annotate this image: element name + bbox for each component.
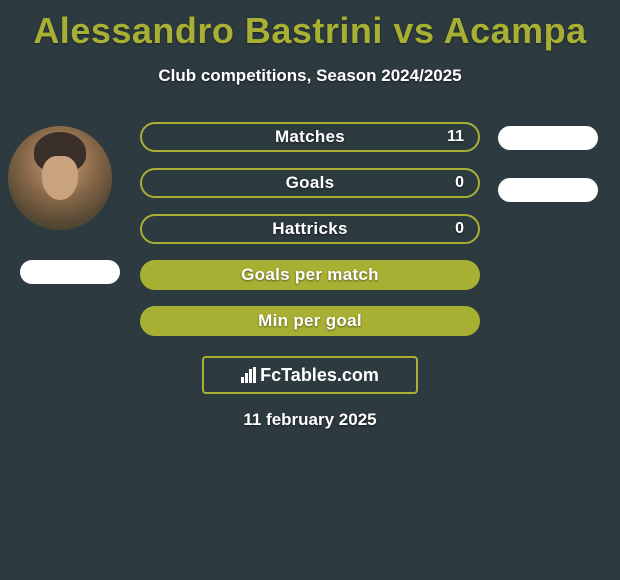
stat-row-goals: Goals 0 [140,168,480,198]
stat-value: 11 [447,128,464,146]
stat-value: 0 [455,220,464,238]
stat-value: 0 [455,174,464,192]
player-right-name-pill-2 [498,178,598,202]
subtitle: Club competitions, Season 2024/2025 [0,66,620,86]
date-stamp: 11 february 2025 [0,410,620,430]
stat-row-goals-per-match: Goals per match [140,260,480,290]
brand-text: FcTables.com [260,365,379,386]
stats-panel: Matches 11 Goals 0 Hattricks 0 Goals per… [140,122,480,352]
page-title: Alessandro Bastrini vs Acampa [0,0,620,52]
stat-label: Goals [142,173,478,193]
player-left-avatar [8,126,112,230]
player-left-name-pill [20,260,120,284]
bar-chart-icon [241,367,256,383]
stat-row-matches: Matches 11 [140,122,480,152]
stat-label: Hattricks [142,219,478,239]
stat-label: Matches [142,127,478,147]
player-right-name-pill-1 [498,126,598,150]
brand-box: FcTables.com [202,356,418,394]
stat-label: Min per goal [142,311,478,331]
stat-row-min-per-goal: Min per goal [140,306,480,336]
stat-label: Goals per match [142,265,478,285]
stat-row-hattricks: Hattricks 0 [140,214,480,244]
